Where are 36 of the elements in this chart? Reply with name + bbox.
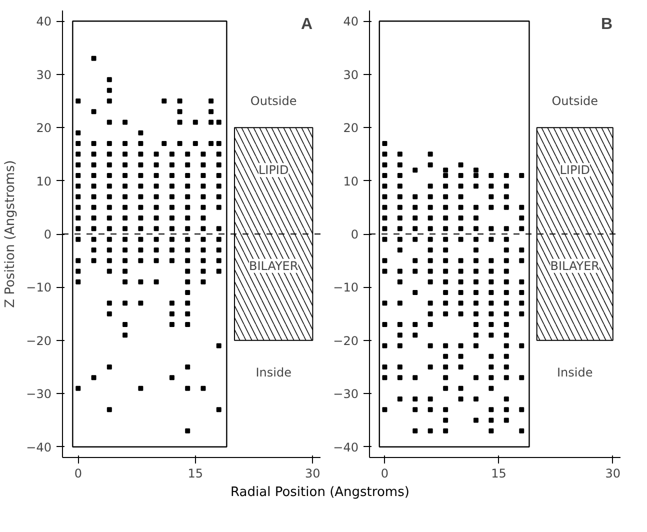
y-tick-label: −30 — [333, 387, 359, 402]
y-tick-label: −40 — [333, 440, 359, 454]
y-tick-label: −10 — [26, 280, 52, 295]
y-tick-label: 20 — [36, 121, 52, 136]
y-tick-label: −30 — [26, 387, 52, 402]
chart-title: A — [300, 16, 313, 33]
y-tick-label: −20 — [26, 334, 52, 348]
annotation: BILAYER — [248, 258, 298, 273]
chart-title: B — [600, 16, 613, 33]
annotation: BILAYER — [550, 258, 600, 273]
x-tick-label: 15 — [188, 466, 204, 480]
y-tick-label: 0 — [44, 228, 52, 242]
y-tick-label: −20 — [333, 334, 359, 348]
y-tick-label: 20 — [343, 121, 359, 136]
annotation: Outside — [552, 94, 598, 108]
x-tick-label: 30 — [605, 466, 621, 480]
x-tick-label: 15 — [491, 466, 506, 480]
annotation: Outside — [250, 94, 297, 108]
y-tick-label: 30 — [343, 68, 359, 82]
y-tick-label: 40 — [36, 14, 52, 29]
y-tick-label: 30 — [36, 68, 52, 82]
y-tick-label: 10 — [36, 174, 52, 188]
x-tick-label: 0 — [74, 466, 82, 480]
y-tick-label: 40 — [343, 14, 359, 29]
y-tick-label: 0 — [350, 228, 359, 242]
x-tick-label: 0 — [380, 466, 389, 480]
annotation: LIPID — [560, 163, 590, 178]
x-axis-title: Radial Position (Angstroms) — [230, 484, 410, 502]
annotation: LIPID — [258, 163, 289, 178]
annotation: Inside — [256, 365, 292, 380]
annotation: Inside — [557, 365, 593, 380]
x-tick-label: 30 — [305, 466, 320, 480]
y-axis-title: Z Position (Angstroms) — [3, 160, 18, 308]
y-tick-label: −40 — [26, 440, 52, 454]
y-tick-label: −10 — [333, 280, 359, 295]
y-tick-label: 10 — [343, 174, 359, 188]
